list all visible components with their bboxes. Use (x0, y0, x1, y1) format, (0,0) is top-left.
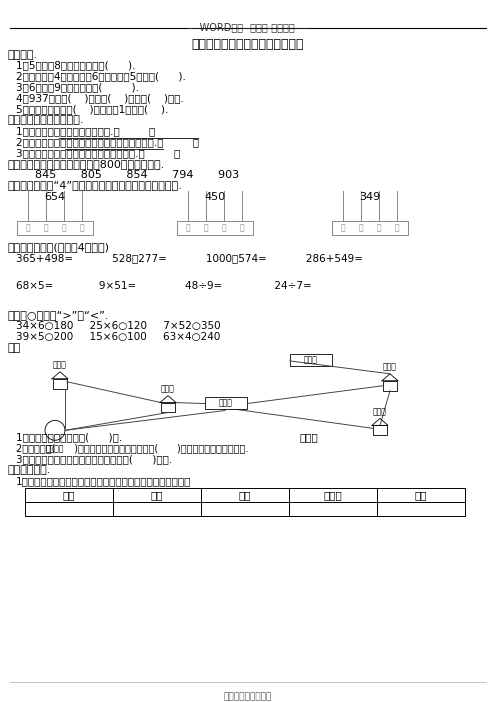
Bar (17, 221, 93, 235)
Text: 1、这是白云鲜花店这个月进货情况，你能把下表填写完整吗？: 1、这是白云鲜花店这个月进货情况，你能把下表填写完整吗？ (16, 476, 191, 486)
Text: 1、5个百和8个十组成的数是(      ).: 1、5个百和8个十组成的数是( ). (16, 60, 135, 70)
Bar (161, 402, 175, 413)
Text: 68×5=              9×51=               48÷9=                24÷7=: 68×5= 9×51= 48÷9= 24÷7= (16, 281, 312, 291)
Text: 450: 450 (204, 192, 226, 202)
Text: 小红家: 小红家 (373, 407, 387, 416)
Text: 个: 个 (240, 223, 245, 232)
Text: 1、小明家在儿童乐园的(      )面.: 1、小明家在儿童乐园的( )面. (16, 432, 122, 442)
Text: 小刚家: 小刚家 (161, 385, 175, 394)
Bar (113, 502, 201, 515)
Text: 千: 千 (186, 223, 190, 232)
Text: 34×6○180     25×6○120     7×52○350: 34×6○180 25×6○120 7×52○350 (16, 322, 221, 331)
Text: 月季: 月季 (151, 490, 163, 500)
Text: 五、用竖式计算(第一行4题验算): 五、用竖式计算(第一行4题验算) (8, 242, 110, 252)
Bar (289, 488, 377, 502)
Text: 1、火星公转一周要六百八十七天.（         ）: 1、火星公转一周要六百八十七天.（ ） (16, 126, 155, 136)
Bar (290, 354, 332, 366)
Text: 科技馆: 科技馆 (304, 355, 318, 364)
Bar (383, 380, 397, 391)
Text: 654: 654 (45, 192, 65, 202)
Bar (373, 425, 387, 435)
Text: 2、月球表面的最低温度约零下一百八十三摄氏度.（         ）: 2、月球表面的最低温度约零下一百八十三摄氏度.（ ） (16, 137, 199, 147)
Text: 图书馆: 图书馆 (219, 398, 233, 407)
Text: 2、百位上是4，十位上是6，个位上是5的数是(      ).: 2、百位上是4，十位上是6，个位上是5的数是( ). (16, 72, 186, 81)
Text: 太阳花: 太阳花 (323, 490, 342, 500)
Bar (332, 221, 408, 235)
Text: 小明家: 小明家 (53, 361, 67, 370)
Text: 千: 千 (26, 223, 30, 232)
Text: 个: 个 (395, 223, 399, 232)
Text: 二、写出下面横线上的数.: 二、写出下面横线上的数. (8, 115, 84, 125)
Bar (25, 488, 113, 502)
Text: 儿童乐园: 儿童乐园 (46, 444, 64, 453)
Bar (377, 488, 465, 502)
Circle shape (45, 420, 65, 440)
Text: 小红家: 小红家 (300, 432, 319, 442)
Bar (377, 502, 465, 515)
Text: 苏教版二年级下册数学期末试卷七: 苏教版二年级下册数学期末试卷七 (192, 38, 304, 51)
Text: 个: 个 (80, 223, 84, 232)
Bar (201, 488, 289, 502)
Text: 百: 百 (44, 223, 48, 232)
Bar (201, 502, 289, 515)
Text: 十: 十 (222, 223, 226, 232)
Bar (177, 221, 253, 235)
Text: 小张家: 小张家 (383, 363, 397, 372)
Text: 3、刚建成的上海卢浦大桥主跨五百五十米.（         ）: 3、刚建成的上海卢浦大桥主跨五百五十米.（ ） (16, 147, 180, 158)
Text: 八、解决问题.: 八、解决问题. (8, 465, 52, 475)
Text: 4、937里面有(    )个百、(    )个十和(    )个一.: 4、937里面有( )个百、( )个十和( )个一. (16, 93, 184, 103)
Text: 十: 十 (376, 223, 381, 232)
Text: 2、小红家向(      )面走，可以直接到小张家，向(      )面走可以直接走到图书馆.: 2、小红家向( )面走，可以直接到小张家，向( )面走可以直接走到图书馆. (16, 443, 248, 453)
Text: 5、最大的三位数是(    )，比它小1的数是(    ).: 5、最大的三位数是( )，比它小1的数是( ). (16, 104, 168, 114)
Bar (113, 488, 201, 502)
Text: 菊花: 菊花 (415, 490, 427, 500)
Text: ----WORD格式--可编辑-专业资料----: ----WORD格式--可编辑-专业资料---- (186, 22, 310, 32)
Bar (25, 502, 113, 515)
Text: 四、每个数中的“4”各表示多少？请你在计数器上画一画.: 四、每个数中的“4”各表示多少？请你在计数器上画一画. (8, 180, 183, 190)
Text: 365+498=            528－277=            1000－574=            286+549=: 365+498= 528－277= 1000－574= 286+549= (16, 253, 363, 263)
Text: 百: 百 (359, 223, 363, 232)
Text: 七、: 七、 (8, 343, 21, 353)
Text: 3、要从小刚家出发走到儿童乐园只要向(      )面走.: 3、要从小刚家出发走到儿童乐园只要向( )面走. (16, 454, 172, 464)
Bar (205, 397, 247, 409)
Text: 千: 千 (341, 223, 345, 232)
Text: 百: 百 (204, 223, 208, 232)
Text: 百合: 百合 (239, 490, 251, 500)
Text: 珫瑞: 珫瑞 (63, 490, 75, 500)
Bar (53, 379, 67, 389)
Text: 3、6个一和9个百合起来是(         ).: 3、6个一和9个百合起来是( ). (16, 82, 139, 92)
Text: 349: 349 (360, 192, 380, 202)
Bar (289, 502, 377, 515)
Text: 39×5○200     15×6○100     63×4○240: 39×5○200 15×6○100 63×4○240 (16, 332, 220, 342)
Text: 一、填空.: 一、填空. (8, 50, 38, 60)
Text: 完整版学习资料分享: 完整版学习资料分享 (224, 692, 272, 701)
Text: 三、下面的数中，哪个数最接近800。把它圈起来.: 三、下面的数中，哪个数最接近800。把它圈起来. (8, 159, 165, 168)
Text: 845       805       854       794       903: 845 805 854 794 903 (35, 170, 239, 180)
Text: 十: 十 (62, 223, 66, 232)
Text: 六、在○里填上“>”或“<”.: 六、在○里填上“>”或“<”. (8, 310, 110, 320)
